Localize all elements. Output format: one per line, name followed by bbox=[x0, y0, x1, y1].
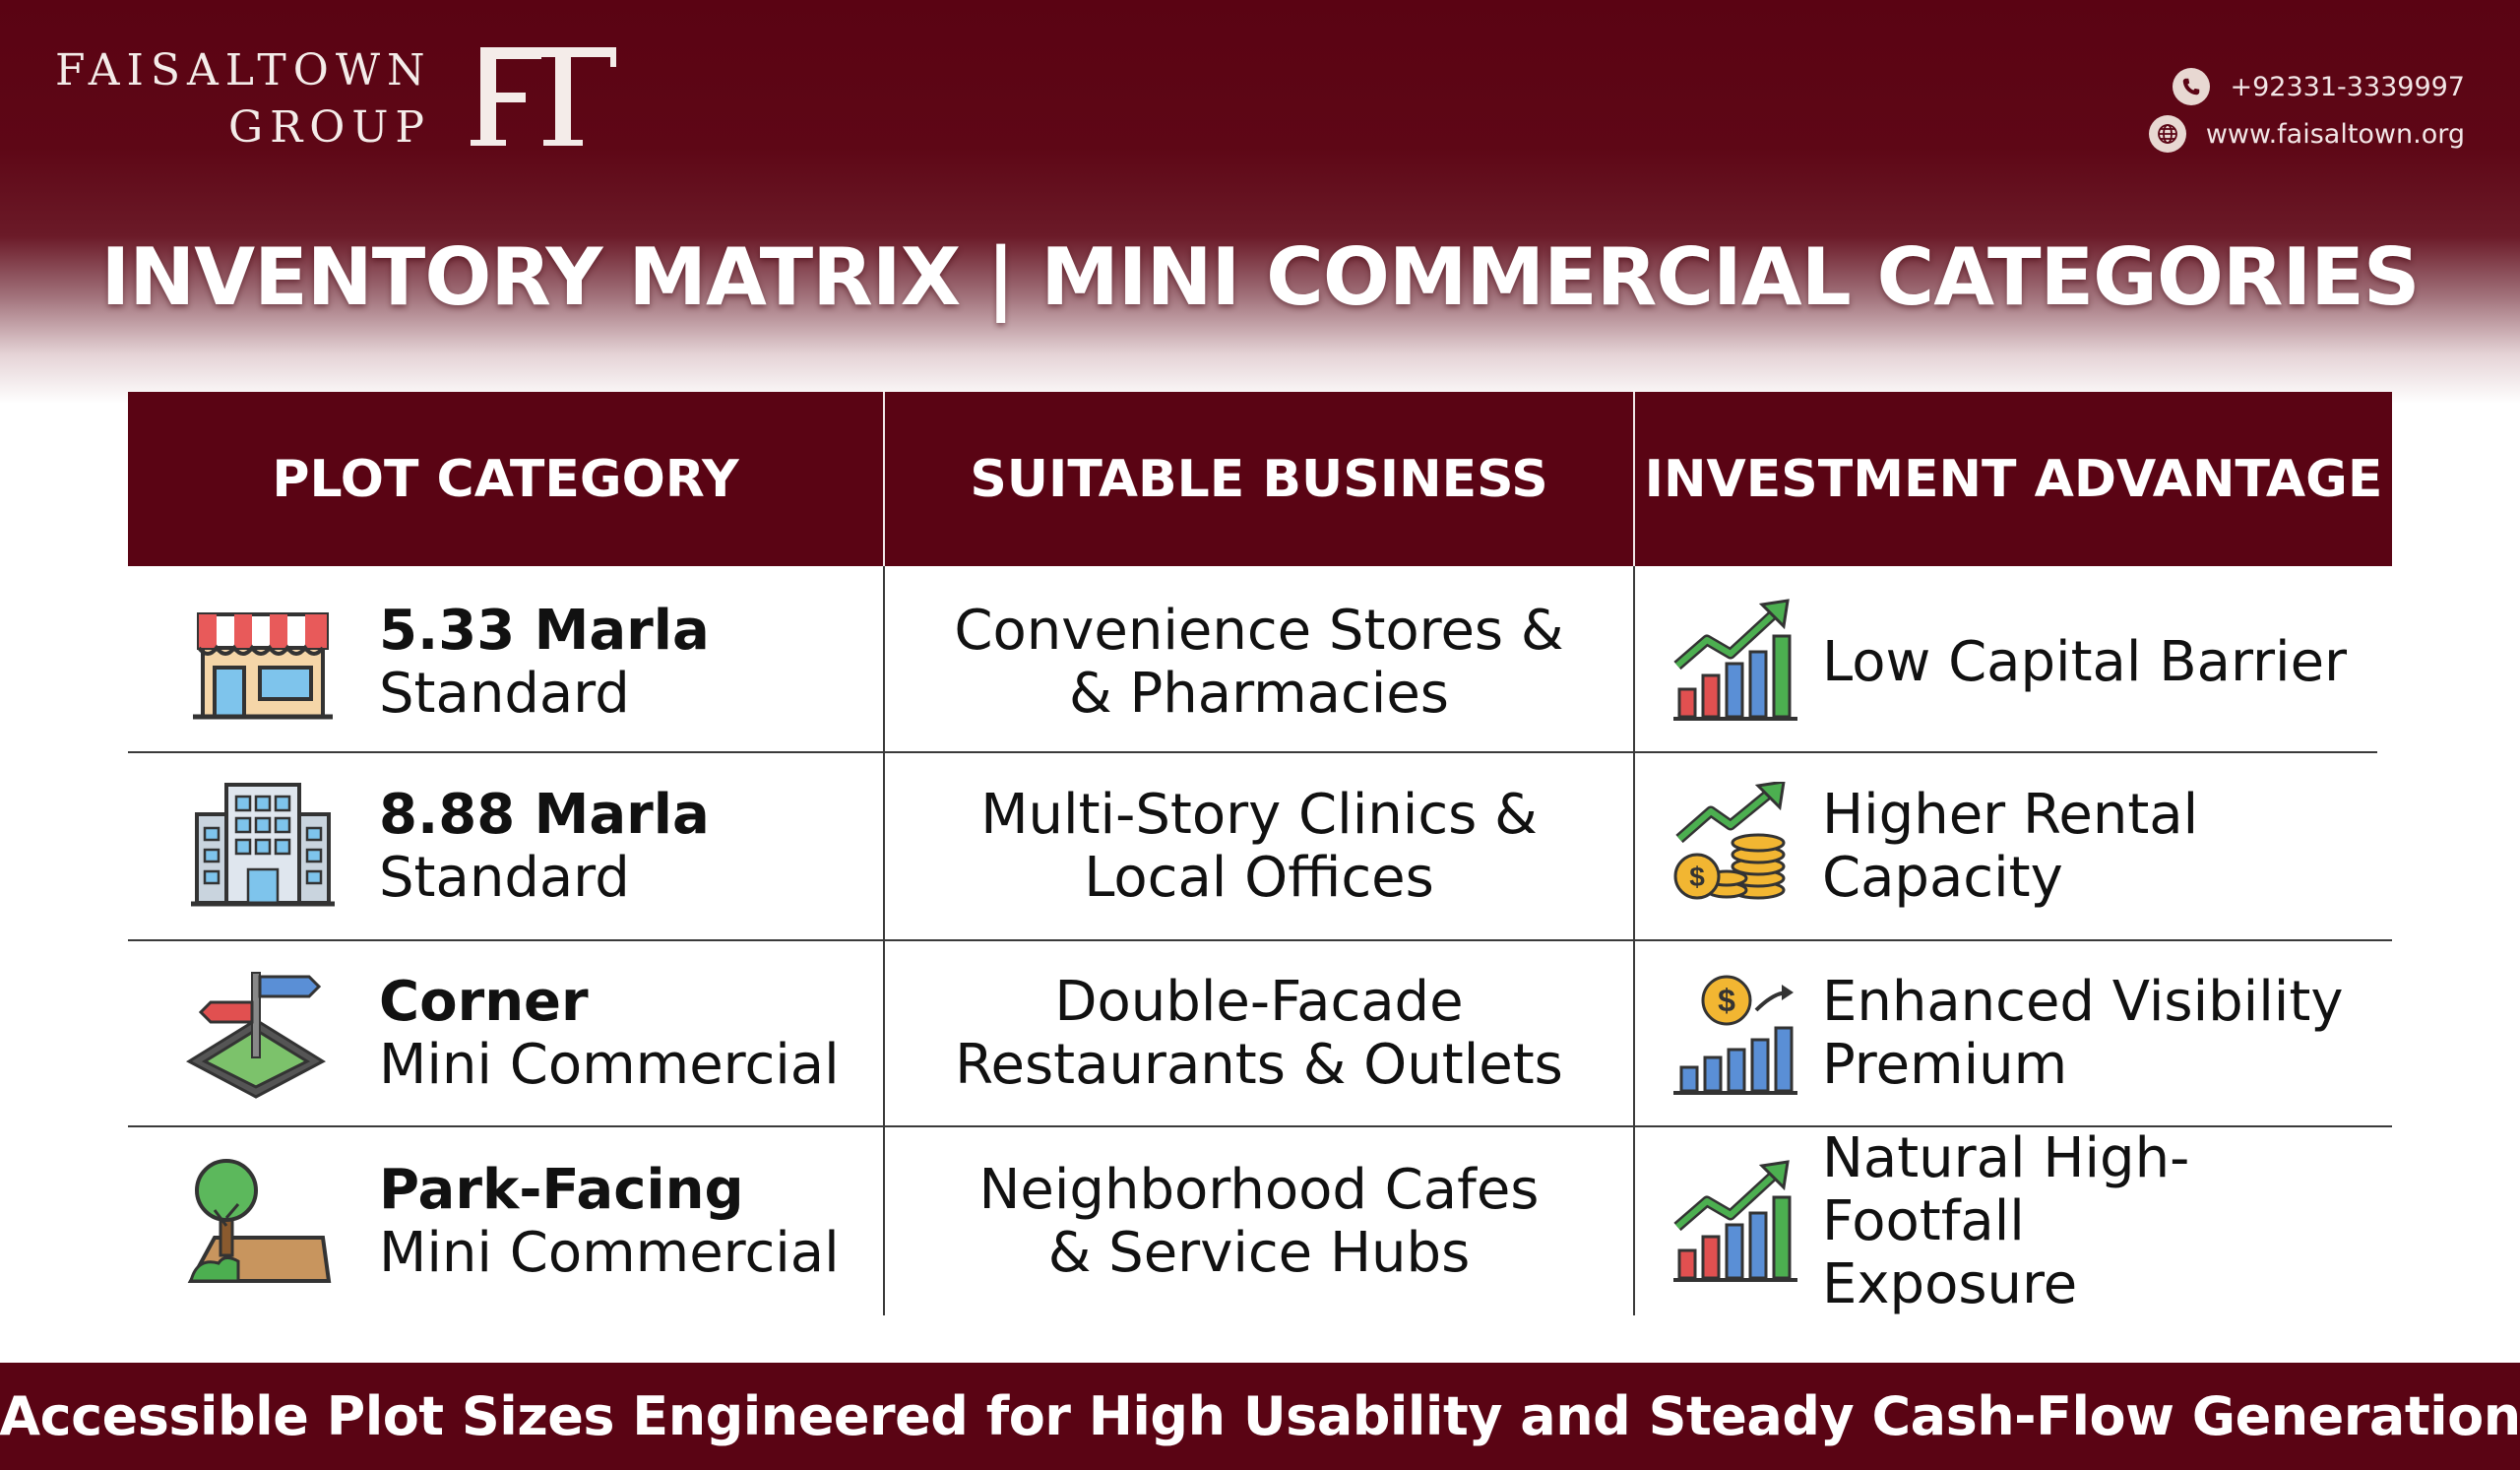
advantage-line: Enhanced Visibility bbox=[1822, 969, 2344, 1034]
category-subtitle: Standard bbox=[379, 662, 630, 726]
row-divider bbox=[128, 1125, 2392, 1127]
category-5-33-marla: 5.33 Marla Standard bbox=[379, 574, 710, 751]
business-line: Multi-Story Clinics & bbox=[980, 782, 1538, 847]
business-cell: Neighborhood Cafes & Service Hubs bbox=[885, 1127, 1633, 1315]
advantage-line: Natural High-Footfall bbox=[1822, 1125, 2190, 1253]
category-title: 5.33 Marla bbox=[379, 599, 710, 663]
phone-icon bbox=[2173, 68, 2211, 105]
svg-text:$: $ bbox=[1689, 862, 1705, 892]
header-divider bbox=[883, 392, 885, 566]
category-park-facing: Park-Facing Mini Commercial bbox=[379, 1127, 840, 1315]
category-title: Park-Facing bbox=[379, 1157, 744, 1222]
brand-name-line2: GROUP bbox=[228, 102, 432, 153]
corner-plot-signpost-icon bbox=[185, 967, 333, 1099]
office-building-icon bbox=[189, 779, 337, 907]
header-divider bbox=[1633, 392, 1635, 566]
advantage-cell: Natural High-Footfall Exposure bbox=[1822, 1125, 2392, 1316]
business-line: Local Offices bbox=[1084, 845, 1434, 910]
svg-text:$: $ bbox=[1718, 983, 1735, 1018]
category-subtitle: Mini Commercial bbox=[379, 1220, 840, 1285]
category-corner: Corner Mini Commercial bbox=[379, 941, 840, 1125]
globe-icon bbox=[2148, 115, 2186, 153]
dollar-chart-icon: $ bbox=[1671, 971, 1799, 1099]
coins-growth-icon: $ bbox=[1671, 780, 1799, 910]
row-divider bbox=[128, 939, 2392, 941]
business-line: Double-Facade bbox=[1054, 969, 1464, 1034]
advantage-line: Capacity bbox=[1822, 845, 2063, 910]
category-subtitle: Standard bbox=[379, 845, 630, 910]
advantage-line: Premium bbox=[1822, 1032, 2068, 1097]
table-header-row bbox=[128, 392, 2392, 566]
business-line: & Pharmacies bbox=[1069, 662, 1449, 726]
business-line: Convenience Stores & bbox=[954, 599, 1564, 663]
business-line: Neighborhood Cafes bbox=[978, 1157, 1540, 1222]
business-line: & Service Hubs bbox=[1047, 1220, 1471, 1285]
growth-chart-icon bbox=[1671, 597, 1799, 725]
category-subtitle: Mini Commercial bbox=[379, 1032, 840, 1097]
phone-row[interactable]: +92331-3339997 bbox=[2149, 63, 2465, 110]
advantage-line: Low Capital Barrier bbox=[1822, 630, 2348, 694]
header-banner bbox=[0, 0, 2520, 414]
website-url: www.faisaltown.org bbox=[2205, 118, 2465, 150]
category-8-88-marla: 8.88 Marla Standard bbox=[379, 753, 710, 939]
row-divider bbox=[128, 751, 2377, 753]
business-cell: Multi-Story Clinics & Local Offices bbox=[885, 753, 1633, 939]
inventory-table: PLOT CATEGORY SUITABLE BUSINESS INVESTME… bbox=[128, 392, 2392, 1315]
storefront-icon bbox=[189, 595, 337, 723]
website-row[interactable]: www.faisaltown.org bbox=[2148, 110, 2465, 158]
advantage-cell: Higher Rental Capacity bbox=[1822, 753, 2198, 939]
advantage-line: Higher Rental bbox=[1822, 782, 2199, 847]
growth-chart-icon bbox=[1671, 1158, 1799, 1286]
header-suitable-business: SUITABLE BUSINESS bbox=[970, 449, 1548, 509]
phone-number: +92331-3339997 bbox=[2230, 71, 2465, 102]
tree-plot-icon bbox=[185, 1155, 333, 1283]
business-cell: Double-Facade Restaurants & Outlets bbox=[885, 941, 1633, 1125]
header-investment-advantage: INVESTMENT ADVANTAGE bbox=[1644, 449, 2383, 509]
business-cell: Convenience Stores & & Pharmacies bbox=[885, 574, 1633, 751]
brand-name-line1: FAISALTOWN bbox=[55, 45, 432, 96]
page-title: INVENTORY MATRIX | MINI COMMERCIAL CATEG… bbox=[100, 231, 2421, 323]
header-plot-category: PLOT CATEGORY bbox=[272, 449, 739, 509]
advantage-cell: Enhanced Visibility Premium bbox=[1822, 941, 2343, 1125]
category-title: Corner bbox=[379, 969, 589, 1034]
business-line: Restaurants & Outlets bbox=[955, 1032, 1563, 1097]
advantage-cell: Low Capital Barrier bbox=[1822, 574, 2347, 751]
category-title: 8.88 Marla bbox=[379, 782, 710, 847]
footer-tagline: Accessible Plot Sizes Engineered for Hig… bbox=[0, 1363, 2520, 1470]
ft-monogram-logo bbox=[471, 47, 616, 146]
contact-info: +92331-3339997 www.faisaltown.org bbox=[2148, 63, 2465, 158]
advantage-line: Exposure bbox=[1822, 1251, 2078, 1316]
